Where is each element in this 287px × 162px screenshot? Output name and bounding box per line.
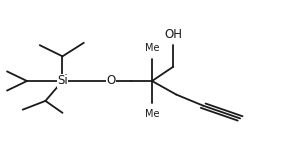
- Text: Si: Si: [57, 75, 68, 87]
- Text: Me: Me: [145, 109, 159, 119]
- Text: OH: OH: [164, 28, 182, 41]
- Text: O: O: [106, 75, 115, 87]
- Text: Me: Me: [145, 43, 159, 53]
